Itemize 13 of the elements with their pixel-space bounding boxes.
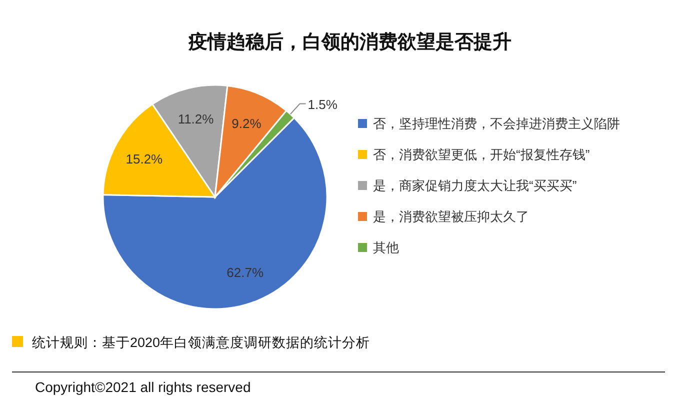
legend-label: 否，坚持理性消费，不会掉进消费主义陷阱 — [373, 116, 620, 131]
legend-label: 是，消费欲望被压抑太久了 — [373, 209, 529, 224]
data-label: 1.5% — [308, 96, 338, 112]
data-label: 9.2% — [232, 116, 262, 131]
legend-label: 否，消费欲望更低，开始“报复性存钱” — [373, 147, 590, 162]
data-label: 11.2% — [178, 112, 214, 127]
data-label: 15.2% — [126, 151, 164, 166]
data-label: 62.7% — [226, 264, 264, 280]
legend-label: 是，商家促销力度太大让我“买买买” — [373, 178, 577, 193]
legend-label: 其他 — [373, 240, 399, 255]
text: Copyright©2021 all rights reserved — [35, 379, 251, 395]
text: 统计规则：基于2020年白领满意度调研数据的统计分析 — [32, 335, 370, 350]
chart-title: 疫情趋稳后，白领的消费欲望是否提升 — [188, 31, 512, 53]
